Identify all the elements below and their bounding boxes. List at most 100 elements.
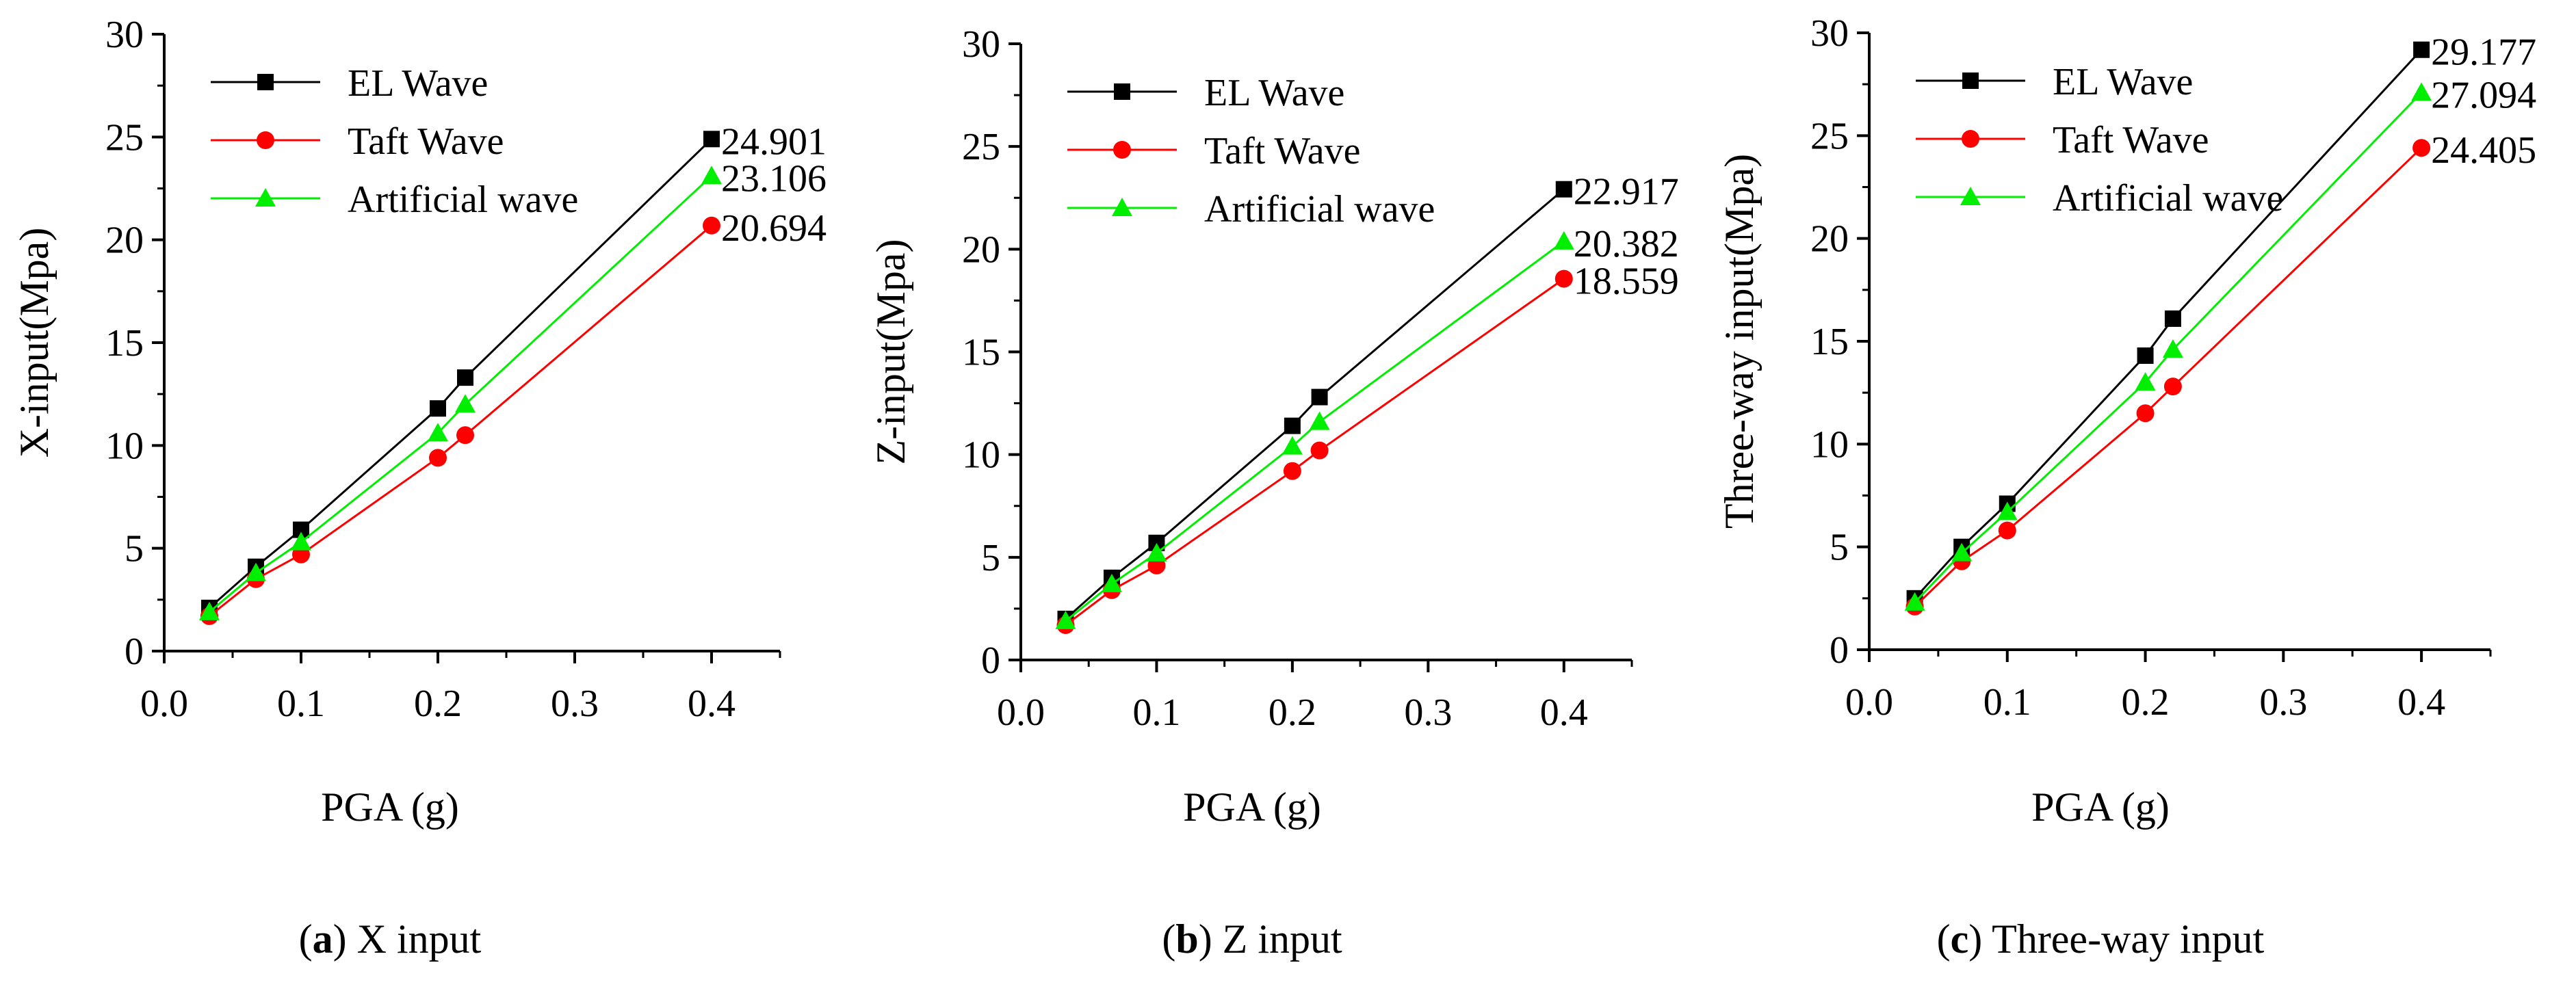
x-axis-label: PGA (g) [2031,784,2170,830]
data-point [2162,339,2183,358]
x-tick-label: 0.4 [1540,691,1588,734]
x-tick-label: 0.3 [2259,681,2307,724]
y-tick-label: 20 [105,220,144,262]
data-point [246,562,266,581]
y-tick-label: 20 [1810,218,1849,261]
caption-open-paren: ( [299,916,313,962]
end-value-label: 20.694 [721,207,827,250]
x-tick-label: 0.0 [997,691,1045,734]
caption-text: X input [357,916,482,962]
y-tick-label: 5 [1830,527,1849,569]
x-tick-label: 0.0 [140,683,188,725]
series-line-taft-wave [1065,278,1565,626]
data-point [1309,411,1330,430]
data-point [703,216,720,235]
data-point [1554,269,1573,288]
data-point [1996,501,2018,520]
legend-entry: EL Wave [2053,61,2193,103]
data-point [291,531,311,551]
data-point [428,423,448,442]
end-value-label: 24.405 [2431,129,2536,172]
data-point [1553,230,1574,250]
legend-entry: Artificial wave [348,179,578,221]
legend-marker [1962,130,1979,148]
legend-marker [1962,72,1979,89]
data-point [1555,181,1572,198]
y-tick-label: 30 [962,23,1000,66]
y-tick-label: 0 [1830,629,1849,672]
y-tick-label: 25 [1810,115,1849,157]
y-tick-label: 10 [105,425,144,467]
data-point [1951,542,1973,561]
panel-caption: (b) Z input [1162,916,1342,962]
series-line-el-wave [1914,49,2423,599]
panel-c: 0 5 10 15 20 25 30 0.0 0.1 0.2 0.3 0.4 PGA (g) Three-… [1717,12,2536,962]
legend-marker [257,131,274,149]
x-tick-label: 0.2 [1269,691,1316,734]
data-point [2411,82,2432,101]
series-line-artificial-wave [1065,240,1565,622]
y-tick-label: 0 [981,639,1000,682]
series-line-taft-wave [209,224,712,618]
series-line-artificial-wave [209,175,713,613]
x-axis-label: PGA (g) [321,784,459,830]
data-point [456,426,474,445]
panel-a: 0 5 10 15 20 25 30 0.0 0.1 0.2 0.3 0.4 PGA (g) X-inpu… [12,14,827,962]
x-tick-label: 0.1 [277,683,325,725]
caption-close-paren: ) [333,916,357,962]
series-line-artificial-wave [1914,92,2423,603]
y-tick-label: 10 [1810,423,1849,466]
series-line-taft-wave [1914,147,2423,607]
data-point [1311,388,1328,406]
x-tick-label: 0.3 [551,683,599,725]
data-point [1282,436,1303,455]
caption-panel-letter: c [1951,916,1969,962]
y-tick-label: 5 [125,528,144,570]
legend-marker [1114,83,1130,100]
legend-marker [257,74,274,90]
legend-entry: EL Wave [1204,72,1344,114]
data-point [2136,404,2155,423]
y-tick-label: 0 [125,631,144,673]
data-point [701,166,722,185]
legend-entry: EL Wave [348,62,488,105]
end-value-label: 22.917 [1574,171,1679,213]
data-point [2137,347,2154,365]
end-value-label: 29.177 [2431,31,2536,74]
data-point [1284,417,1301,434]
legend-marker [1113,141,1131,159]
data-point [1904,592,1925,611]
x-tick-label: 0.0 [1845,681,1893,724]
x-tick-label: 0.2 [2122,681,2170,724]
data-point [2412,139,2431,157]
end-value-label: 20.382 [1574,223,1679,265]
data-point [1146,542,1167,561]
end-value-label: 27.094 [2431,74,2536,116]
y-tick-label: 15 [962,332,1000,374]
caption-close-paren: ) [1199,916,1223,962]
caption-open-paren: ( [1937,916,1951,962]
data-point [199,601,220,620]
end-value-label: 18.559 [1574,261,1679,303]
x-tick-label: 0.1 [1983,681,2031,724]
end-value-label: 23.106 [721,157,827,200]
data-point [2163,378,2182,396]
y-tick-label: 25 [105,116,144,159]
caption-open-paren: ( [1162,916,1175,962]
y-tick-label: 5 [981,537,1000,579]
data-point [1310,441,1329,460]
caption-text: Three-way input [1992,916,2265,962]
x-tick-label: 0.1 [1132,691,1180,734]
y-axis-label: Z-input(Mpa) [868,239,913,465]
data-point [2135,372,2156,391]
data-point [2413,41,2430,58]
panel-b: 0 5 10 15 20 25 30 0.0 0.1 0.2 0.3 0.4 PGA (g) Z-inpu… [868,23,1679,962]
data-point [457,369,473,386]
legend-entry: Artificial wave [1204,188,1435,230]
y-tick-label: 30 [105,14,144,56]
data-point [1101,573,1122,592]
x-tick-label: 0.4 [2397,681,2445,724]
y-axis-label: Three-way input(Mpa) [1717,154,1762,529]
data-point [430,400,446,417]
